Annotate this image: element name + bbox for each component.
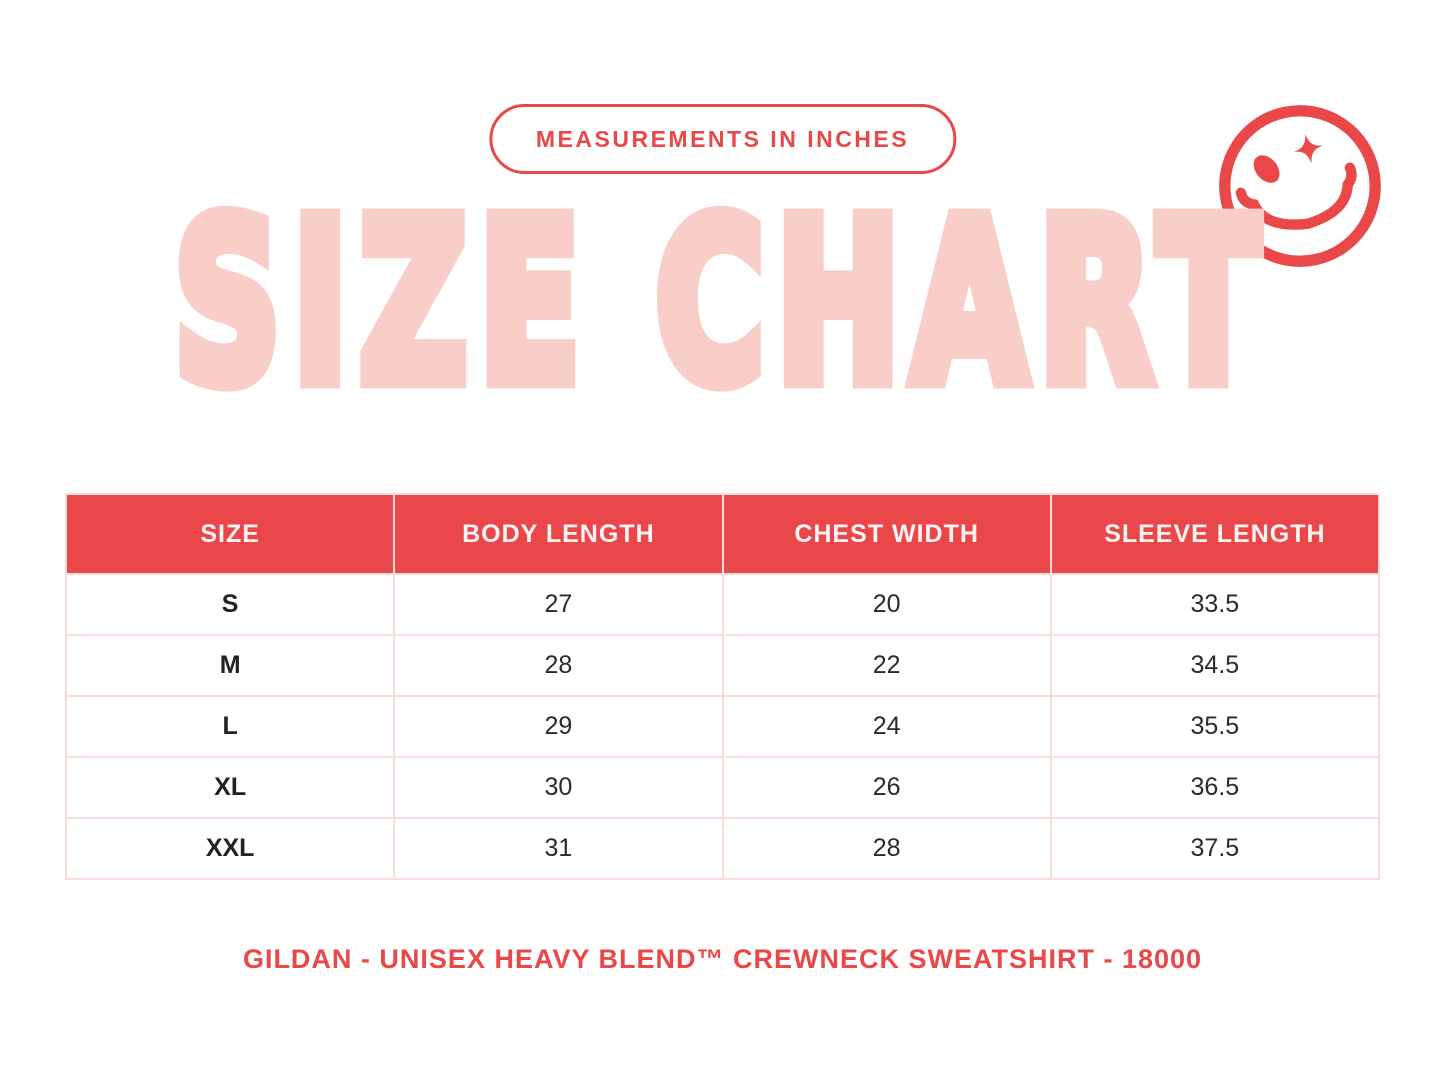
measurement-cell: 36.5 <box>1049 756 1381 819</box>
measurement-cell: 26 <box>721 756 1052 819</box>
winking-smiley-sparkle-icon <box>1219 105 1381 267</box>
table-header-row: SIZE BODY LENGTH CHEST WIDTH SLEEVE LENGTH <box>64 493 1381 575</box>
size-cell: M <box>64 634 396 697</box>
smiley-smile <box>1235 162 1357 230</box>
table-row: S 27 20 33.5 <box>64 573 1381 636</box>
size-cell: XXL <box>64 817 396 880</box>
table-body: S 27 20 33.5 M 28 22 34.5 L 29 24 35.5 XL 30 26 36.5 XXL… <box>64 573 1381 880</box>
measurements-badge-label: MEASUREMENTS IN INCHES <box>535 125 910 152</box>
smiley-face-outline <box>1219 105 1381 267</box>
smiley-left-eye <box>1253 155 1280 183</box>
table-row: M 28 22 34.5 <box>64 634 1381 697</box>
measurement-cell: 31 <box>393 817 724 880</box>
measurement-cell: 28 <box>721 817 1052 880</box>
table-row: XXL 31 28 37.5 <box>64 817 1381 880</box>
size-table: SIZE BODY LENGTH CHEST WIDTH SLEEVE LENGTH … <box>64 493 1381 880</box>
measurement-cell: 34.5 <box>1049 634 1381 697</box>
measurement-cell: 33.5 <box>1049 573 1381 636</box>
measurement-cell: 37.5 <box>1049 817 1381 880</box>
column-header: SIZE <box>64 493 396 575</box>
measurement-cell: 29 <box>393 695 724 758</box>
size-cell: XL <box>64 756 396 819</box>
measurement-cell: 22 <box>721 634 1052 697</box>
smiley-sparkle-eye <box>1293 133 1324 164</box>
size-cell: L <box>64 695 396 758</box>
column-header: SLEEVE LENGTH <box>1049 493 1381 575</box>
page-title: SIZE CHART <box>168 174 1271 432</box>
column-header: CHEST WIDTH <box>721 493 1052 575</box>
measurement-cell: 35.5 <box>1049 695 1381 758</box>
measurements-badge: MEASUREMENTS IN INCHES <box>488 104 957 174</box>
size-cell: S <box>64 573 396 636</box>
table-row: L 29 24 35.5 <box>64 695 1381 758</box>
measurement-cell: 20 <box>721 573 1052 636</box>
table-row: XL 30 26 36.5 <box>64 756 1381 819</box>
measurement-cell: 24 <box>721 695 1052 758</box>
product-name-footer: GILDAN - UNISEX HEAVY BLEND™ CREWNECK SW… <box>242 944 1203 974</box>
measurement-cell: 27 <box>393 573 724 636</box>
measurement-cell: 28 <box>393 634 724 697</box>
measurement-cell: 30 <box>393 756 724 819</box>
column-header: BODY LENGTH <box>393 493 724 575</box>
